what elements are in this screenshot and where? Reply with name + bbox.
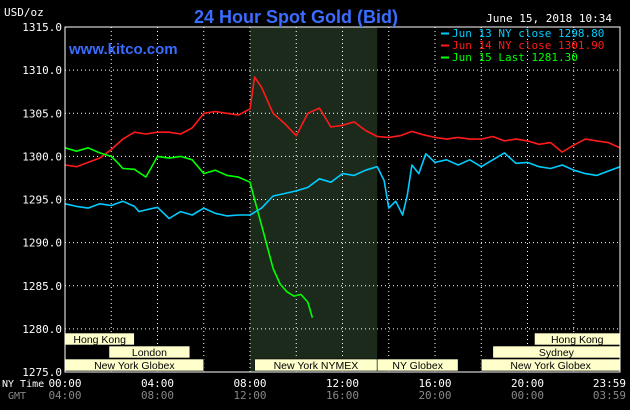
gmt-tick-label: 20:00 — [418, 389, 451, 402]
ny-tick-label: 00:00 — [48, 377, 81, 390]
session-label: Hong Kong — [73, 334, 126, 346]
y-tick-label: 1275.0 — [22, 366, 62, 379]
session-block: New York NYMEX — [254, 358, 378, 372]
ny-tick-label: 04:00 — [141, 377, 174, 390]
y-tick-label: 1280.0 — [22, 323, 62, 336]
session-label: New York NYMEX — [274, 360, 359, 372]
session-block: London — [108, 345, 191, 359]
session-block: New York Globex — [64, 358, 205, 372]
legend-entry: Jun 13 NY close 1298.80 — [452, 27, 604, 40]
session-label: Hong Kong — [551, 334, 604, 346]
x-axis-ticks: 00:00 04:00 08:00 12:00 16:00 20:00 23:5904:00… — [48, 377, 626, 402]
y-tick-label: 1290.0 — [22, 237, 62, 250]
y-tick-label: 1305.0 — [22, 107, 62, 120]
series-line-2 — [64, 76, 621, 168]
session-label: New York Globex — [510, 360, 591, 372]
y-tick-label: 1295.0 — [22, 194, 62, 207]
ny-tick-label: 12:00 — [326, 377, 359, 390]
gmt-tick-label: 08:00 — [141, 389, 174, 402]
session-block: Sydney — [492, 345, 621, 359]
y-tick-label: 1315.0 — [22, 21, 62, 34]
y-tick-label: 1300.0 — [22, 150, 62, 163]
y-axis-ticks: 1315.0 1310.0 1305.0 1300.0 1295.0 1290.0 1285… — [22, 21, 62, 379]
gmt-tick-label: 16:00 — [326, 389, 359, 402]
unit-label: USD/oz — [4, 6, 44, 19]
session-label: New York Globex — [94, 360, 175, 372]
gmt-tick-label: 12:00 — [233, 389, 266, 402]
session-label: NY Globex — [392, 360, 443, 372]
ny-tick-label: 08:00 — [233, 377, 266, 390]
plot-frame — [64, 26, 621, 373]
ny-tick-label: 20:00 — [511, 377, 544, 390]
ny-time-label: NY Time — [2, 379, 44, 390]
ny-tick-label: 23:59 — [593, 377, 626, 390]
series-line-3 — [64, 147, 314, 318]
legend-entry: Jun 14 NY close 1301.90 — [452, 39, 604, 52]
date-time-label: June 15, 2018 10:34 — [486, 12, 612, 25]
y-tick-label: 1310.0 — [22, 64, 62, 77]
gmt-tick-label: 03:59 — [593, 389, 626, 402]
chart-title: 24 Hour Spot Gold (Bid) — [194, 7, 398, 27]
price-series — [64, 76, 621, 318]
series-line-1 — [64, 152, 621, 220]
session-label: Sydney — [539, 347, 575, 359]
y-tick-label: 1285.0 — [22, 280, 62, 293]
gmt-tick-label: 00:00 — [511, 389, 544, 402]
session-block: New York Globex — [480, 358, 621, 372]
watermark-url: www.kitco.com — [68, 41, 178, 58]
session-block: Hong Kong — [64, 332, 135, 346]
session-box — [108, 345, 191, 359]
gmt-label: GMT — [8, 391, 26, 402]
session-block: Hong Kong — [534, 332, 621, 346]
ny-tick-label: 16:00 — [418, 377, 451, 390]
session-block: NY Globex — [376, 358, 459, 372]
legend-entry: Jun 15 Last 1281.30 — [452, 51, 578, 64]
session-box — [376, 358, 459, 372]
gmt-tick-label: 04:00 — [48, 389, 81, 402]
session-label: London — [132, 347, 167, 359]
